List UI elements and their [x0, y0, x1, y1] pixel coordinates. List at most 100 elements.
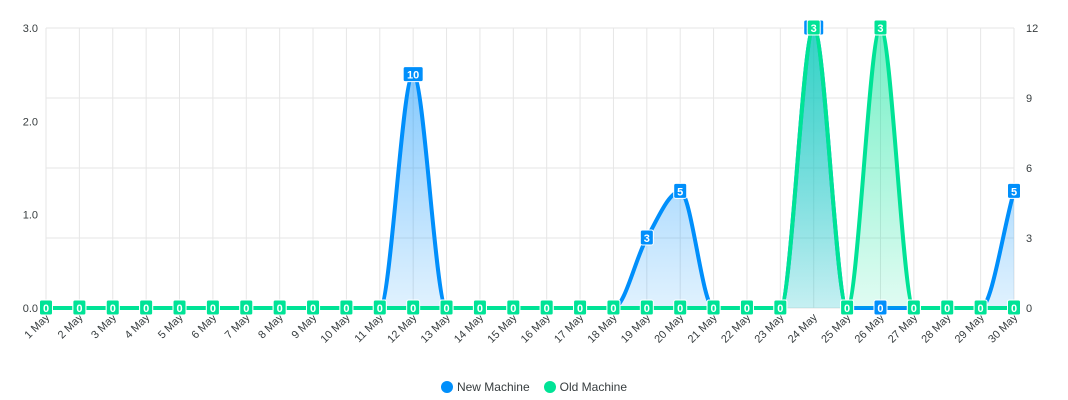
- data-label-box: [673, 182, 688, 199]
- legend-label-new-machine: New Machine: [456, 380, 530, 394]
- data-label-box: [539, 299, 554, 316]
- data-label-value: 0: [176, 303, 182, 315]
- data-label-value: 0: [610, 303, 616, 315]
- data-label-box: [39, 299, 53, 316]
- data-label-old-machine: 0: [139, 299, 154, 316]
- x-tick-label: 27 May: [886, 311, 920, 345]
- data-label-value: 0: [210, 303, 216, 315]
- data-label-box: [673, 299, 688, 316]
- data-label-old-machine: 3: [873, 19, 888, 36]
- data-label-box: [873, 19, 888, 36]
- data-label-box: [840, 299, 855, 316]
- legend-label-old-machine: Old Machine: [559, 380, 628, 394]
- x-tick-label: 13 May: [419, 311, 453, 345]
- data-label-old-machine: 0: [706, 299, 721, 316]
- legend-item-old-machine[interactable]: Old Machine: [543, 380, 628, 394]
- data-label-box: [739, 299, 754, 316]
- data-label-old-machine: 0: [639, 299, 654, 316]
- data-label-old-machine: 0: [506, 299, 521, 316]
- data-label-box: [906, 299, 921, 316]
- legend-item-new-machine[interactable]: New Machine: [440, 380, 530, 394]
- y-left-tick-label: 1.0: [23, 210, 38, 222]
- data-label-box: [773, 299, 788, 316]
- y-right-tick-label: 0: [1026, 303, 1032, 315]
- x-tick-label: 7 May: [223, 311, 253, 341]
- x-tick-label: 8 May: [256, 311, 286, 341]
- data-label-new-machine: 10: [402, 66, 424, 83]
- x-tick-label: 2 May: [56, 311, 86, 341]
- data-label-box: [1007, 182, 1021, 199]
- data-label-old-machine: 0: [606, 299, 621, 316]
- x-tick-label: 22 May: [719, 311, 753, 345]
- data-label-value: 0: [744, 303, 750, 315]
- x-tick-label: 4 May: [123, 311, 153, 341]
- data-label-box: [706, 299, 721, 316]
- data-label-new-machine: 5: [673, 182, 688, 199]
- x-tick-label: 29 May: [953, 311, 987, 345]
- data-label-value: 0: [944, 303, 950, 315]
- data-label-old-machine: 0: [739, 299, 754, 316]
- data-label-value: 0: [677, 303, 683, 315]
- data-label-old-machine: 0: [372, 299, 387, 316]
- x-tick-label: 3 May: [89, 311, 119, 341]
- y-left-tick-label: 0.0: [23, 303, 38, 315]
- data-label-box: [172, 299, 187, 316]
- data-label-value: 3: [877, 23, 883, 35]
- data-label-old-machine: 0: [940, 299, 955, 316]
- data-label-value: 5: [677, 186, 683, 198]
- legend-marker-old-machine: [543, 381, 556, 393]
- data-label-old-machine: 0: [105, 299, 120, 316]
- data-label-box: [873, 299, 888, 316]
- data-label-old-machine: 0: [205, 299, 220, 316]
- data-label-value: 0: [410, 303, 416, 315]
- x-tick-label: 5 May: [156, 311, 186, 341]
- y-left-tick-label: 2.0: [23, 116, 38, 128]
- data-label-old-machine: 0: [339, 299, 354, 316]
- data-label-box: [205, 299, 220, 316]
- data-label-old-machine: 0: [239, 299, 254, 316]
- data-label-old-machine: 0: [539, 299, 554, 316]
- area-chart: 0.0 1.0 2.0 3.0 0 3 6 9 12 1 May 2 May 3 May 4 May 5 …: [22, 19, 1038, 346]
- data-label-box: [940, 299, 955, 316]
- x-tick-label: 10 May: [319, 311, 353, 345]
- x-tick-label: 11 May: [352, 311, 386, 345]
- data-label-old-machine: 0: [906, 299, 921, 316]
- data-label-old-machine: 0: [1007, 299, 1021, 316]
- data-label-box: [105, 299, 120, 316]
- data-label-old-machine: 0: [673, 299, 688, 316]
- x-tick-label: 15 May: [485, 311, 519, 345]
- x-tick-label: 20 May: [652, 311, 686, 345]
- data-label-old-machine: 0: [306, 299, 321, 316]
- data-label-value: 0: [911, 303, 917, 315]
- y-right-tick-label: 9: [1026, 93, 1032, 105]
- data-label-box: [472, 299, 487, 316]
- data-label-new-machine: 0: [873, 299, 888, 316]
- data-label-value: 0: [877, 303, 883, 315]
- legend: New Machine Old Machine: [0, 380, 1068, 394]
- data-label-value: 0: [277, 303, 283, 315]
- data-label-old-machine: 0: [973, 299, 988, 316]
- data-label-old-machine: 0: [172, 299, 187, 316]
- x-tick-label: 21 May: [686, 311, 720, 345]
- data-label-value: 0: [978, 303, 984, 315]
- data-label-box: [439, 299, 454, 316]
- series-line-old-machine: [45, 26, 1014, 310]
- data-label-value: 3: [811, 23, 817, 35]
- x-tick-label: 25 May: [819, 311, 853, 345]
- data-label-value: 0: [43, 303, 49, 315]
- x-tick-label: 17 May: [552, 311, 586, 345]
- x-tick-label: 24 May: [786, 311, 820, 345]
- data-label-box: [1007, 299, 1021, 316]
- data-label-old-machine: 0: [72, 299, 87, 316]
- y-right-tick-label: 12: [1026, 23, 1038, 35]
- data-label-value: 0: [377, 303, 383, 315]
- legend-marker-new-machine: [440, 381, 453, 393]
- data-label-value: 0: [76, 303, 82, 315]
- data-label-new-machine: 5: [1007, 182, 1021, 199]
- data-label-box: [639, 229, 654, 246]
- data-label-value: 0: [544, 303, 550, 315]
- data-label-box: [402, 66, 424, 83]
- x-tick-label: 23 May: [752, 311, 786, 345]
- data-label-box: [139, 299, 154, 316]
- data-label-box: [406, 299, 421, 316]
